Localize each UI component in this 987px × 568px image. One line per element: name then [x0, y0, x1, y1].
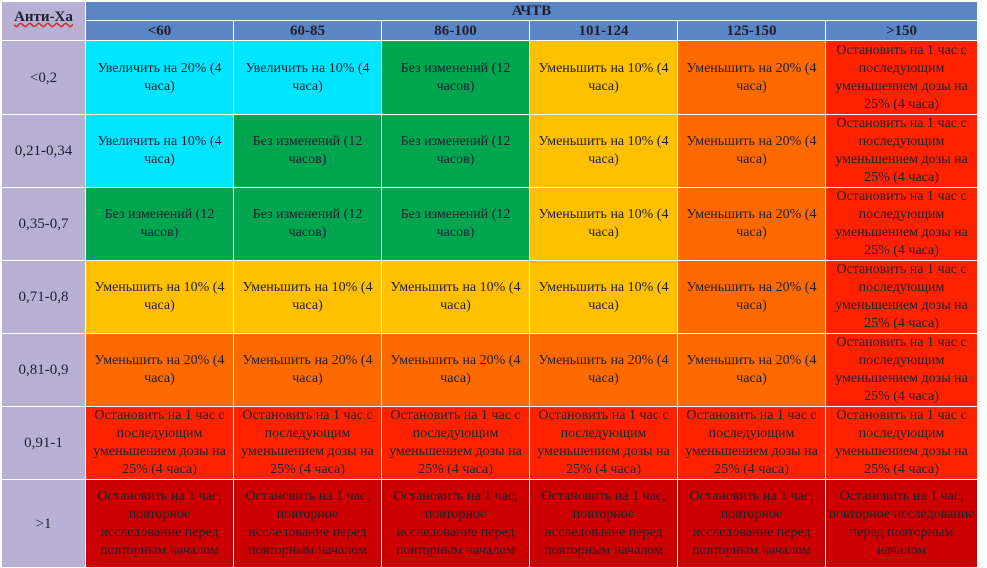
table-row: 0,91-1 Остановить на 1 час с последующим …	[1, 406, 979, 480]
column-header: <60	[85, 20, 234, 41]
table-cell: Остановить на 1 час с последующим уменьш…	[824, 114, 979, 188]
table-cell: Уменьшить на 10% (4 часа)	[85, 260, 234, 334]
table-cell: Остановить на 1 час с последующим уменьш…	[824, 406, 979, 480]
table-cell: Увеличить на 10% (4 часа)	[85, 114, 234, 188]
group-header: АЧТВ	[84, 1, 979, 21]
table-cell: Увеличить на 10% (4 часа)	[233, 40, 382, 115]
row-label: 0,71-0,8	[1, 260, 86, 334]
table-cell: Остановить на 1 час, повторное исследова…	[233, 479, 382, 568]
table-cell: Уменьшить на 20% (4 часа)	[529, 333, 678, 407]
header-row-columns: <60 60-85 86-100 101-124 125-150 >150	[2, 20, 979, 41]
table-cell: Без изменений (12 часов)	[381, 114, 530, 188]
table-cell: Уменьшить на 20% (4 часа)	[677, 333, 826, 407]
table-cell: Уменьшить на 10% (4 часа)	[529, 40, 678, 115]
table-cell: Уменьшить на 20% (4 часа)	[677, 40, 826, 115]
table-cell: Уменьшить на 20% (4 часа)	[233, 333, 382, 407]
table-cell: Остановить на 1 час, повторное исследова…	[824, 479, 979, 568]
table-row: 0,21-0,34 Увеличить на 10% (4 часа) Без из…	[1, 114, 979, 188]
table-cell: Уменьшить на 20% (4 часа)	[677, 187, 826, 261]
table-cell: Уменьшить на 10% (4 часа)	[529, 260, 678, 334]
column-header: 86-100	[381, 20, 530, 41]
column-header: 101-124	[529, 20, 678, 41]
table-row: 0,71-0,8 Уменьшить на 10% (4 часа) Уменьши…	[1, 260, 979, 334]
table-cell: Остановить на 1 час с последующим уменьш…	[824, 333, 979, 407]
table-cell: Остановить на 1 час с последующим уменьш…	[677, 406, 826, 480]
column-header: 125-150	[677, 20, 826, 41]
table-row: >1 Остановить на 1 час, повторное исследо…	[1, 479, 979, 568]
column-header: >150	[824, 20, 979, 41]
table-cell: Увеличить на 20% (4 часа)	[85, 40, 234, 115]
table-cell: Остановить на 1 час с последующим уменьш…	[824, 260, 979, 334]
row-label: >1	[1, 479, 86, 568]
table-cell: Без изменений (12 часов)	[85, 187, 234, 261]
column-header: 60-85	[233, 20, 382, 41]
table-cell: Уменьшить на 20% (4 часа)	[677, 260, 826, 334]
table-cell: Уменьшить на 20% (4 часа)	[85, 333, 234, 407]
table-cell: Без изменений (12 часов)	[381, 187, 530, 261]
table-cell: Остановить на 1 час, повторное исследова…	[381, 479, 530, 568]
table-cell: Без изменений (12 часов)	[381, 40, 530, 115]
row-label: 0,21-0,34	[1, 114, 86, 188]
table-cell: Остановить на 1 час, повторное исследова…	[677, 479, 826, 568]
table-cell: Остановить на 1 час с последующим уменьш…	[529, 406, 678, 480]
table-cell: Без изменений (12 часов)	[233, 187, 382, 261]
table-cell: Уменьшить на 10% (4 часа)	[381, 260, 530, 334]
table-cell: Уменьшить на 10% (4 часа)	[529, 114, 678, 188]
table-cell: Без изменений (12 часов)	[233, 114, 382, 188]
table-row: 0,81-0,9 Уменьшить на 20% (4 часа) Уменьши…	[1, 333, 979, 407]
table-cell: Остановить на 1 час с последующим уменьш…	[381, 406, 530, 480]
row-label: 0,91-1	[1, 406, 86, 480]
header-row-group: Анти-Xa АЧТВ	[1, 1, 979, 41]
table-cell: Остановить на 1 час с последующим уменьш…	[824, 187, 979, 261]
table-cell: Остановить на 1 час с последующим уменьш…	[824, 40, 979, 115]
row-label: 0,81-0,9	[1, 333, 86, 407]
corner-label: Анти-Xa	[14, 9, 73, 25]
table-cell: Остановить на 1 час с последующим уменьш…	[233, 406, 382, 480]
table-row: 0,35-0,7 Без изменений (12 часов) Без изме…	[1, 187, 979, 261]
corner-header: Анти-Xa	[1, 1, 86, 41]
table-cell: Остановить на 1 час, повторное исследова…	[529, 479, 678, 568]
table-body: <0,2 Увеличить на 20% (4 часа) Увеличить н…	[1, 40, 979, 568]
table-cell: Уменьшить на 10% (4 часа)	[529, 187, 678, 261]
table-cell: Уменьшить на 20% (4 часа)	[381, 333, 530, 407]
row-label: 0,35-0,7	[1, 187, 86, 261]
row-label: <0,2	[1, 40, 86, 115]
table-cell: Уменьшить на 10% (4 часа)	[233, 260, 382, 334]
table-row: <0,2 Увеличить на 20% (4 часа) Увеличить н…	[1, 40, 979, 115]
table-cell: Остановить на 1 час, повторное исследова…	[85, 479, 234, 568]
table-cell: Уменьшить на 20% (4 часа)	[677, 114, 826, 188]
table-cell: Остановить на 1 час с последующим уменьш…	[85, 406, 234, 480]
